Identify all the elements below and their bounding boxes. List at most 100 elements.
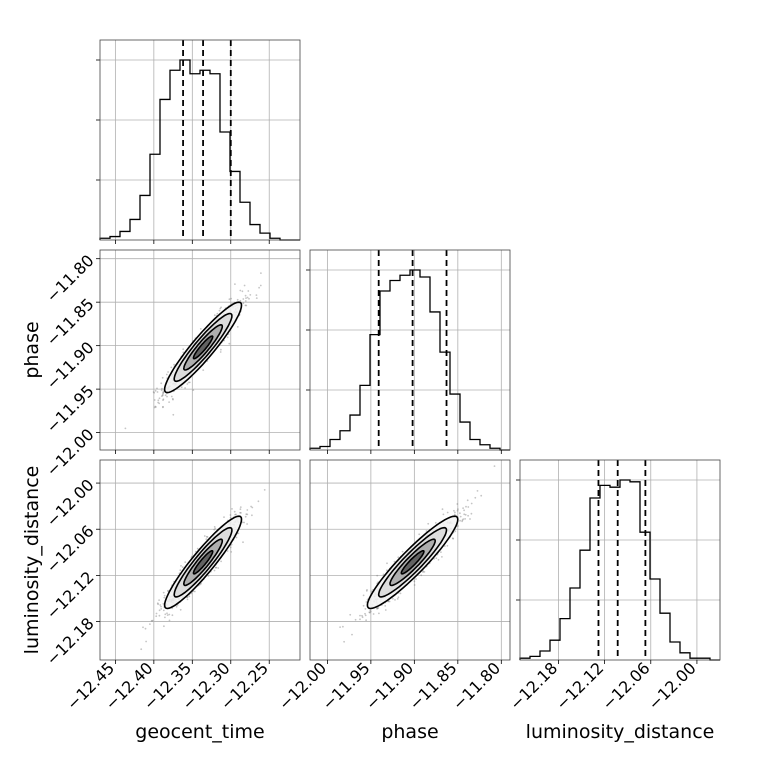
scatter-point: [188, 595, 191, 598]
scatter-point: [168, 401, 171, 403]
scatter-point: [349, 613, 352, 616]
scatter-point: [470, 512, 473, 515]
scatter-point: [161, 393, 164, 396]
scatter-point: [361, 614, 363, 617]
scatter-point: [359, 618, 361, 621]
y-tick-label: −12.06: [42, 521, 97, 576]
scatter-point: [451, 537, 454, 540]
x-tick-label: −12.18: [506, 658, 561, 713]
scatter-point: [260, 272, 262, 274]
scatter-point: [342, 625, 344, 628]
scatter-point: [155, 612, 158, 615]
scatter-point: [420, 574, 423, 577]
scatter-point: [223, 516, 225, 518]
scatter-point: [231, 508, 233, 510]
scatter-point: [162, 406, 164, 409]
scatter-point: [369, 609, 372, 612]
scatter-point: [242, 298, 245, 300]
scatter-point: [339, 626, 341, 628]
scatter-point: [493, 465, 496, 467]
scatter-point: [162, 591, 165, 594]
histogram-panel-geocent_time: [96, 39, 301, 241]
scatter-point: [158, 397, 161, 400]
scatter-point: [418, 533, 421, 536]
scatter-point: [397, 556, 400, 559]
scatter-point: [415, 578, 417, 580]
scatter-point: [173, 363, 176, 366]
scatter-point: [229, 546, 232, 549]
scatter-point: [193, 590, 196, 593]
scatter-point: [343, 640, 345, 643]
scatter-point: [384, 605, 387, 607]
scatter-point: [230, 551, 233, 553]
scatter-point: [156, 387, 158, 390]
scatter-point: [443, 545, 446, 547]
scatter-point: [239, 299, 242, 302]
scatter-point: [160, 608, 163, 610]
scatter-point: [393, 560, 396, 563]
scatter-point: [457, 508, 459, 510]
scatter-point: [413, 584, 416, 586]
scatter-point: [454, 530, 457, 533]
scatter-point: [241, 521, 244, 524]
scatter-point: [150, 619, 153, 622]
scatter-point: [216, 312, 219, 315]
scatter-point: [244, 294, 247, 297]
scatter-point: [382, 573, 385, 576]
scatter-point: [463, 513, 466, 516]
scatter-point: [172, 398, 174, 401]
scatter-point: [365, 601, 368, 603]
scatter-point: [205, 535, 208, 538]
y-axis-label: phase: [21, 321, 43, 378]
scatter-point: [234, 513, 237, 516]
scatter-panel-geocent_time-luminosity_distance: [99, 459, 301, 661]
scatter-point: [162, 391, 165, 394]
scatter-point: [255, 297, 258, 299]
contour-line: [400, 550, 425, 575]
x-tick-label: −11.90: [362, 658, 417, 713]
histogram-line: [519, 479, 720, 661]
scatter-point: [165, 373, 168, 376]
scatter-point: [226, 550, 229, 552]
scatter-point: [202, 369, 205, 371]
scatter-point: [251, 514, 253, 517]
scatter-point: [162, 609, 165, 612]
scatter-point: [158, 599, 161, 601]
scatter-point: [213, 528, 216, 531]
contour-line: [163, 301, 243, 394]
scatter-point: [192, 389, 195, 391]
scatter-point: [161, 376, 164, 379]
scatter-point: [413, 580, 416, 583]
scatter-point: [220, 306, 223, 309]
scatter-point: [145, 640, 148, 643]
scatter-point: [163, 594, 166, 597]
scatter-point: [124, 427, 127, 430]
scatter-point: [163, 596, 166, 599]
scatter-point: [153, 406, 156, 409]
scatter-point: [164, 616, 166, 619]
contour-line: [366, 515, 459, 610]
scatter-point: [456, 509, 459, 512]
x-tick-label: −11.80: [449, 658, 504, 713]
scatter-point: [157, 399, 160, 402]
scatter-point: [461, 519, 464, 522]
scatter-point: [167, 589, 169, 592]
scatter-point: [362, 594, 365, 597]
density-fill: [193, 550, 213, 574]
contour-line: [173, 526, 233, 598]
scatter-point: [255, 294, 258, 296]
scatter-point: [230, 297, 233, 300]
scatter-point: [168, 613, 171, 616]
scatter-point: [184, 561, 187, 563]
scatter-point: [235, 536, 238, 539]
x-tick-label: −12.06: [598, 658, 653, 713]
scatter-point: [361, 616, 364, 619]
scatter-point: [168, 619, 171, 622]
scatter-point: [467, 506, 470, 508]
panel-background: [310, 250, 510, 450]
y-tick-label: −12.00: [42, 475, 97, 530]
scatter-point: [166, 612, 168, 615]
scatter-point: [244, 304, 247, 307]
scatter-point: [440, 551, 442, 553]
